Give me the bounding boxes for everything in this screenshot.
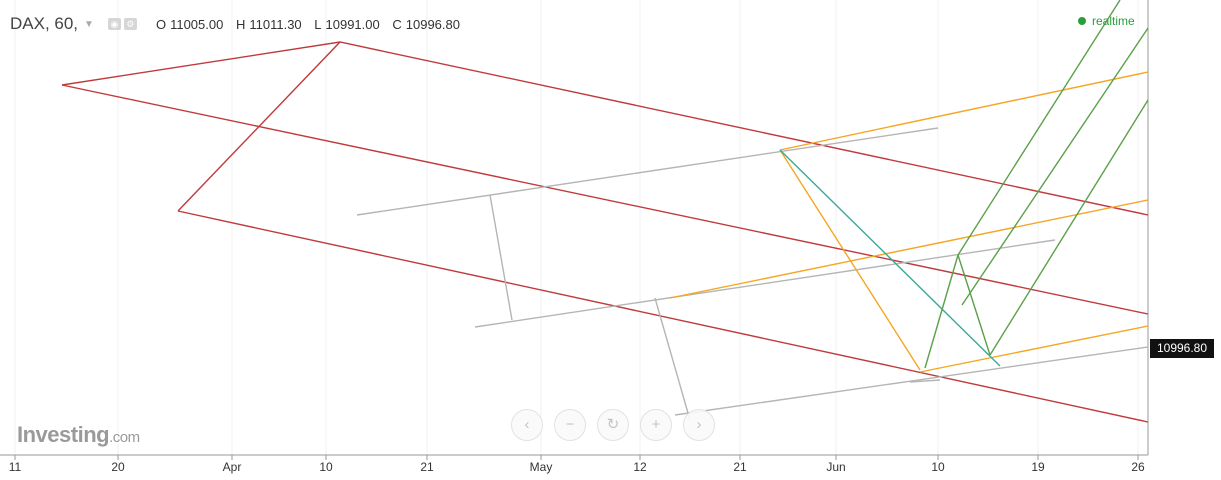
zoom-out-icon: − <box>565 416 575 433</box>
trend-line-4 <box>909 379 941 383</box>
eye-icon[interactable]: ◉ <box>107 18 121 30</box>
symbol-label: DAX, 60, <box>10 14 79 33</box>
chevron-right-icon: › <box>696 416 702 433</box>
channel-line-lower <box>177 210 1149 423</box>
pitchfork-orange-top <box>779 71 1149 151</box>
close-value: 10996.80 <box>405 16 460 32</box>
low-label: L <box>314 16 322 32</box>
realtime-label: realtime <box>1092 14 1135 28</box>
zoom-in-button[interactable]: + <box>640 409 672 441</box>
last-price-tag: 10996.80 <box>1150 339 1214 358</box>
pitchfork-green-handle-a <box>924 254 959 369</box>
x-tick-label: 10 <box>319 460 333 474</box>
x-tick-label: Apr <box>223 460 242 474</box>
x-tick-label: May <box>530 460 553 474</box>
teal-trend-line <box>779 149 1001 367</box>
chart-nav-controls: ‹ − ↻ + › <box>511 409 726 441</box>
high-value: 11011.30 <box>249 16 302 32</box>
chevron-left-icon: ‹ <box>524 416 530 433</box>
arrow-line-1 <box>489 194 513 321</box>
arrow-line-2 <box>654 297 691 421</box>
zoom-out-button[interactable]: − <box>554 409 586 441</box>
logo-suffix: .com <box>109 429 140 446</box>
x-tick-label: 21 <box>733 460 747 474</box>
settings-icon[interactable]: ⚙ <box>123 18 137 30</box>
x-tick-label: 10 <box>931 460 945 474</box>
close-label: C <box>392 16 402 32</box>
x-tick-label: 12 <box>633 460 647 474</box>
pitchfork-green-upper <box>957 0 1121 256</box>
pitchfork-orange-handle-a <box>779 149 921 371</box>
x-tick-label: 20 <box>111 460 125 474</box>
status-dot-icon <box>1078 17 1086 25</box>
trend-line-2 <box>474 239 1056 328</box>
pitchfork-orange-low <box>919 325 1149 373</box>
open-label: O <box>155 16 167 32</box>
realtime-indicator: realtime <box>1078 14 1135 28</box>
zoom-in-icon: + <box>651 416 661 433</box>
x-tick-label: 11 <box>9 460 22 474</box>
scroll-right-button[interactable]: › <box>683 409 715 441</box>
channel-line-mid <box>61 84 1149 315</box>
chevron-down-icon[interactable]: ▼ <box>84 18 94 30</box>
channel-connector <box>177 41 341 212</box>
trend-line-1 <box>356 127 939 216</box>
high-label: H <box>235 16 246 32</box>
pitchfork-green-handle-b <box>957 254 991 356</box>
open-value: 11005.00 <box>170 16 224 32</box>
channel-line-upper <box>61 41 1149 216</box>
x-tick-label: Jun <box>826 460 845 474</box>
pitchfork-green-mid <box>961 27 1149 306</box>
x-tick-label: 21 <box>420 460 434 474</box>
reset-icon: ↻ <box>606 416 620 433</box>
investing-logo: Investing.com <box>17 422 140 448</box>
chart-header: DAX, 60, ▼ ◉ ⚙ O 11005.00 H 11011.30 L 1099… <box>10 14 469 34</box>
trend-line-3 <box>674 346 1149 416</box>
pitchfork-orange-mid <box>669 199 1149 299</box>
scroll-left-button[interactable]: ‹ <box>511 409 543 441</box>
low-value: 10991.00 <box>325 16 380 32</box>
pitchfork-green-lower <box>989 99 1149 356</box>
x-tick-label: 26 <box>1131 460 1145 474</box>
logo-main: Investing <box>17 422 110 447</box>
ohlc-readout: O 11005.00 H 11011.30 L 10991.00 C 10996.80 <box>156 17 469 32</box>
reset-button[interactable]: ↻ <box>597 409 629 441</box>
x-tick-label: 19 <box>1031 460 1045 474</box>
